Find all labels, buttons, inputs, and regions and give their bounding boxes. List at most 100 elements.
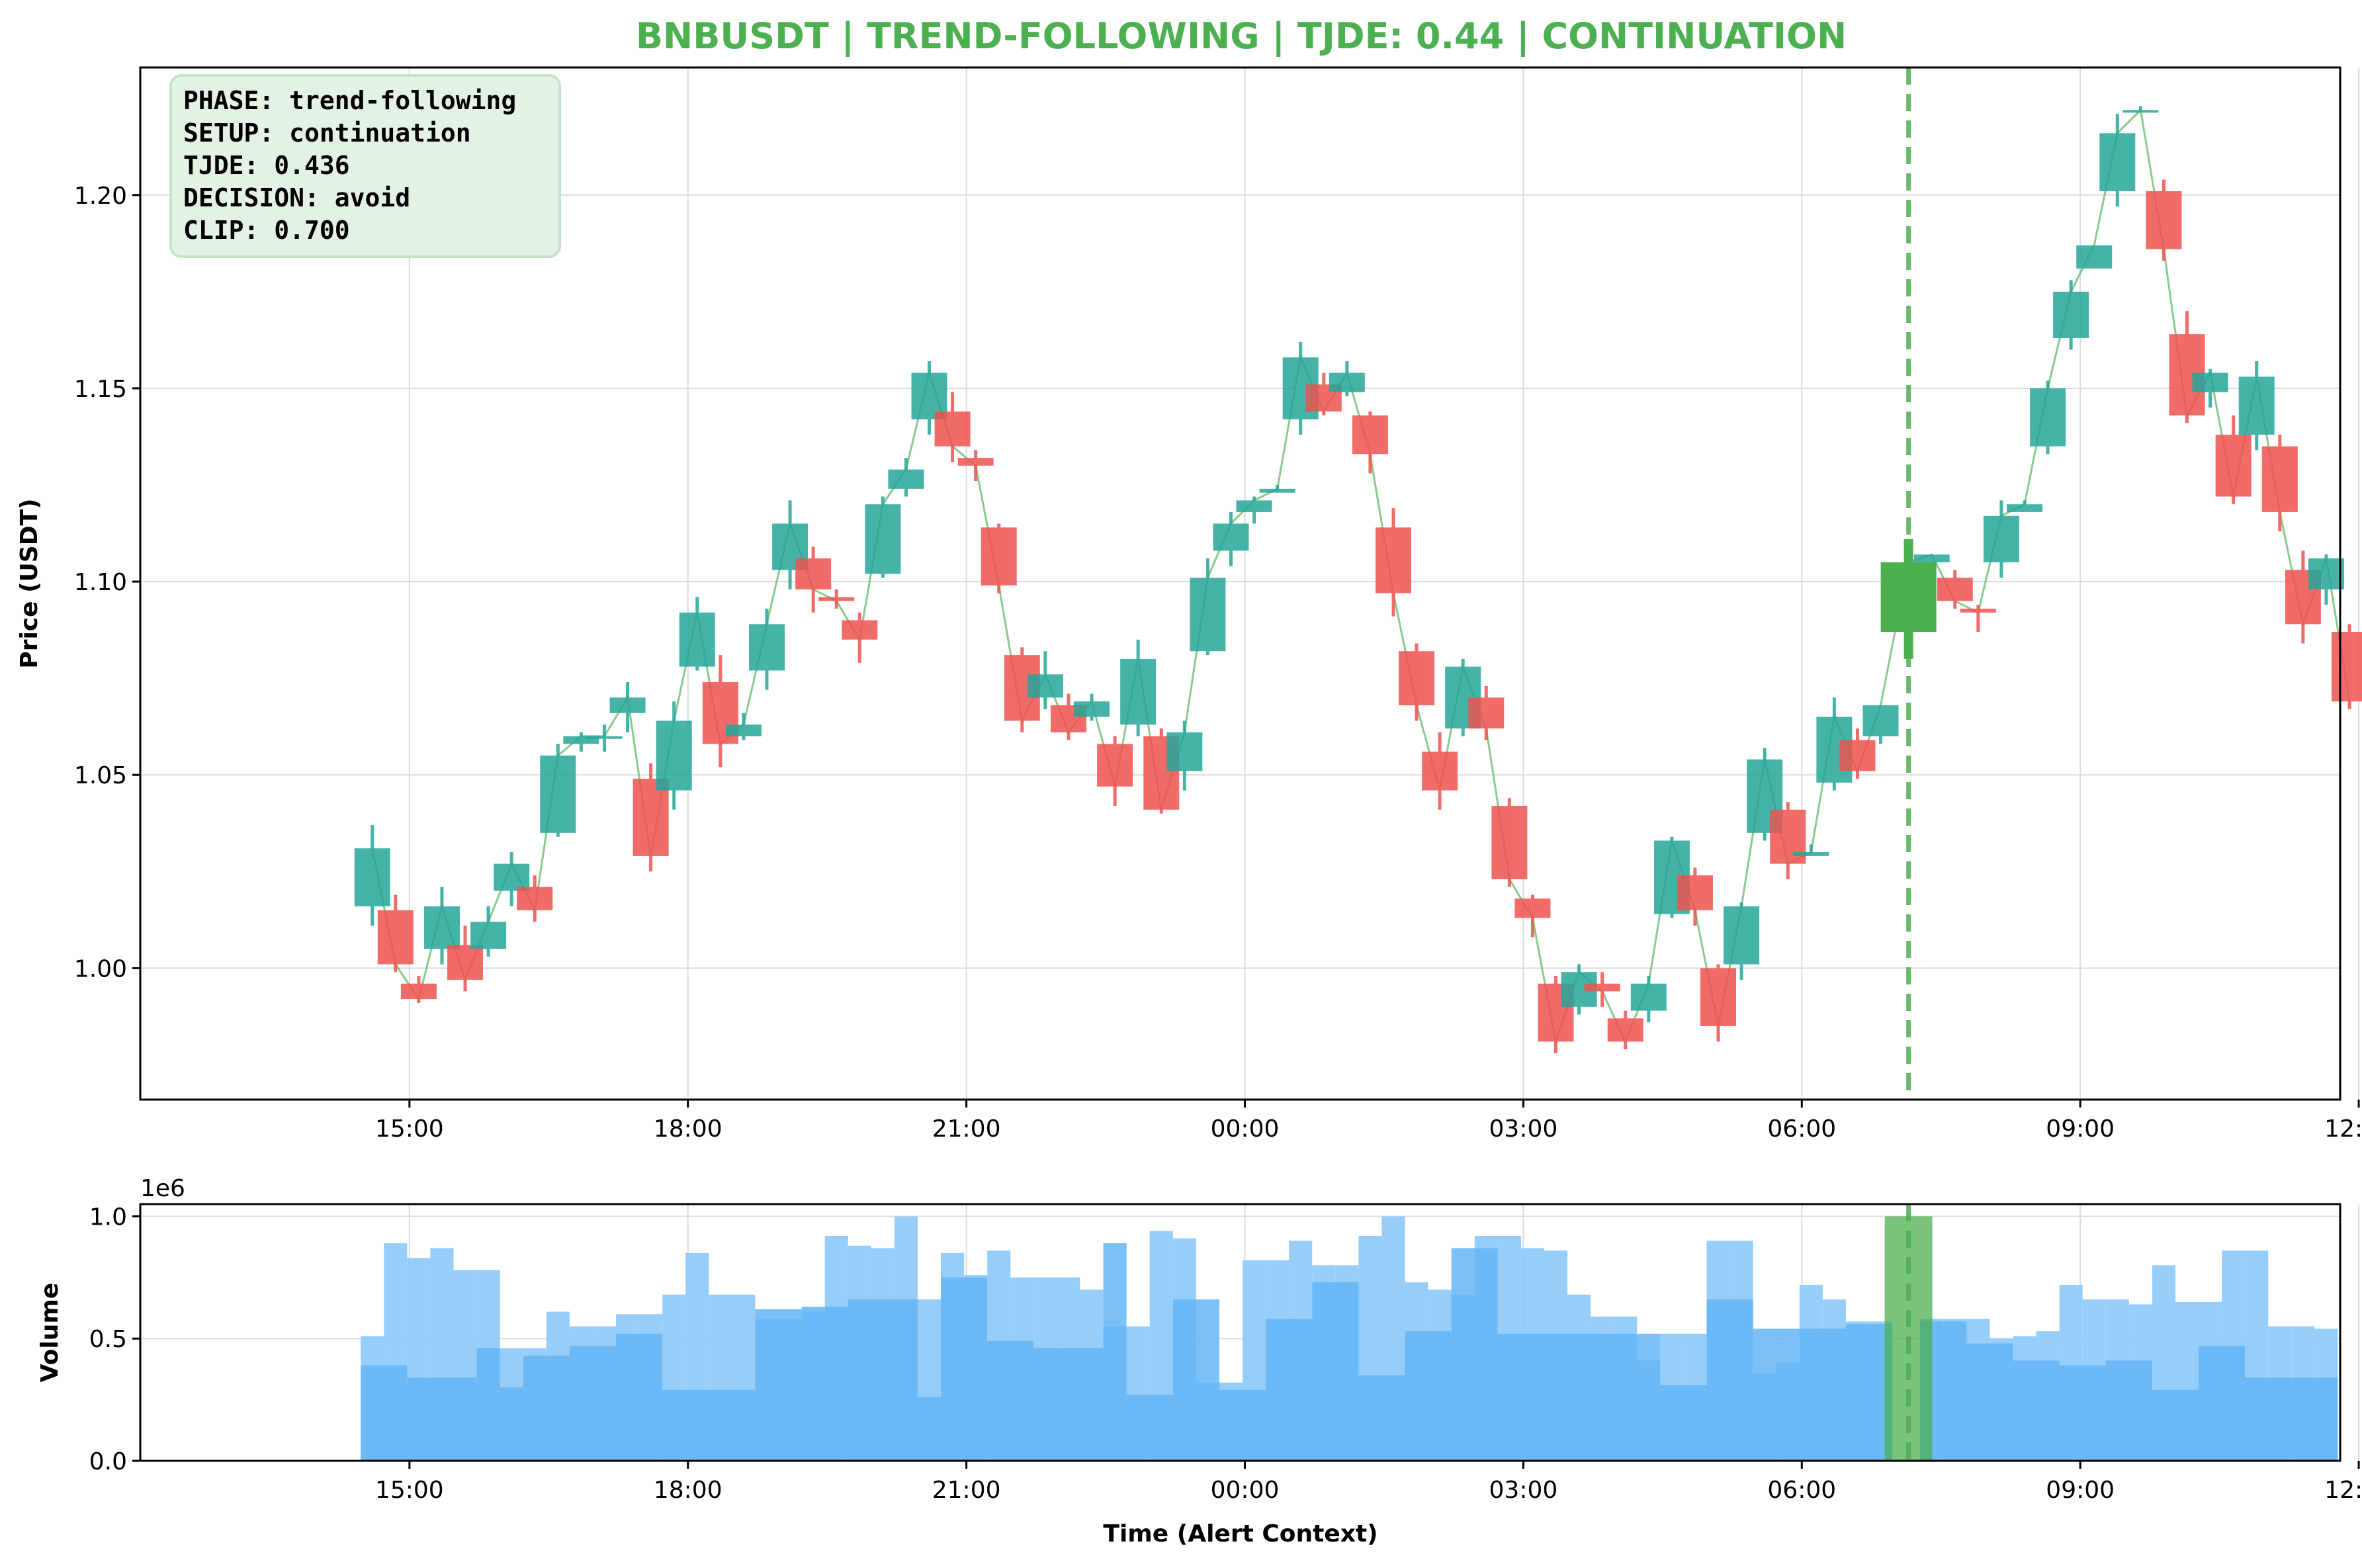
volume-bar <box>500 1387 523 1461</box>
volume-bar <box>1266 1319 1290 1461</box>
volume-bar <box>2245 1377 2269 1461</box>
price-y-ticks: 1.00 1.05 1.10 1.15 1.20 <box>74 183 140 982</box>
candle-down <box>1422 732 1458 810</box>
volume-bar <box>801 1307 825 1461</box>
volume-bar <box>1381 1375 1405 1461</box>
price-y-tick-label: 1.00 <box>74 955 127 982</box>
volume-x-tick-label: 21:00 <box>932 1477 1001 1504</box>
candle-body <box>1097 744 1133 787</box>
candle-up <box>1724 902 1760 980</box>
volume-bar <box>2268 1377 2292 1461</box>
candle-body <box>2332 632 2362 702</box>
candle-up <box>1027 651 1063 709</box>
candle-down <box>1584 972 1620 1007</box>
candle-body <box>1027 674 1063 698</box>
candle-up <box>2308 554 2344 605</box>
alert-marker <box>1880 67 1937 1100</box>
candle-down <box>957 450 994 482</box>
volume-bar <box>1520 1333 1544 1461</box>
price-panel: 1.00 1.05 1.10 1.15 1.20 15:00 18:00 21:00 00:0… <box>16 66 2362 1143</box>
candle-body <box>494 863 530 891</box>
volume-bar <box>1080 1348 1104 1461</box>
candle-down <box>842 612 878 663</box>
volume-bar <box>1753 1328 1776 1461</box>
volume-bar <box>1451 1248 1475 1461</box>
candle-up <box>888 458 924 497</box>
candle-down <box>1937 570 1973 609</box>
volume-bar <box>453 1377 477 1461</box>
info-setup: SETUP: continuation <box>183 118 471 148</box>
candle-body <box>1236 500 1272 512</box>
volume-bar <box>662 1389 686 1461</box>
candle-down <box>1375 508 1411 617</box>
candle-body <box>400 983 437 1000</box>
candle-body <box>748 624 785 671</box>
candle-body <box>1422 752 1458 791</box>
candle-up <box>494 852 530 906</box>
volume-bar <box>685 1389 709 1461</box>
volume-bar <box>1729 1299 1753 1461</box>
candle-body <box>563 736 599 744</box>
info-box: PHASE: trend-following SETUP: continuati… <box>169 74 561 258</box>
volume-bar <box>1660 1385 1684 1461</box>
volume-bars-front <box>361 1243 2338 1461</box>
volume-bar <box>1637 1333 1661 1461</box>
volume-bar <box>755 1309 779 1461</box>
candle-up <box>1329 361 1365 396</box>
price-grid <box>140 67 2360 1100</box>
volume-bar <box>1591 1333 1614 1461</box>
volume-x-tick-label: 00:00 <box>1211 1477 1280 1504</box>
volume-bar <box>569 1346 593 1461</box>
candle-up <box>470 906 507 957</box>
candle-up <box>1074 693 1110 721</box>
volume-bar <box>1126 1395 1150 1461</box>
candle-body <box>540 756 576 833</box>
candle-body <box>2030 388 2066 447</box>
candle-down <box>1607 1010 1643 1050</box>
volume-y-tick-label: 1.0 <box>89 1203 127 1231</box>
candle-body <box>1213 523 1249 551</box>
candle-up <box>1213 511 1249 566</box>
candle-down <box>1305 372 1342 415</box>
volume-bar <box>1845 1324 1870 1461</box>
candle-body <box>2215 435 2252 497</box>
candle-up <box>2076 245 2113 269</box>
volume-bar <box>1683 1385 1707 1461</box>
candle-up <box>725 713 762 740</box>
volume-bar <box>1799 1328 1823 1461</box>
candle-up <box>2006 500 2042 512</box>
candle-down <box>447 926 484 992</box>
candle-body <box>1468 697 1505 729</box>
candle-body <box>818 597 855 601</box>
candle-down <box>981 523 1017 593</box>
candle-body <box>2308 558 2344 589</box>
price-x-tick-label: 18:00 <box>654 1115 722 1143</box>
volume-bar <box>2199 1346 2222 1461</box>
candle-body <box>1700 968 1737 1026</box>
candle-body <box>1724 906 1760 965</box>
candle-down <box>1004 647 1040 732</box>
volume-x-tick-label: 15:00 <box>375 1477 444 1504</box>
volume-bar <box>2036 1360 2060 1461</box>
candle-up <box>865 496 901 578</box>
chart-title: BNBUSDT | TREND-FOLLOWING | TJDE: 0.44 |… <box>636 15 1847 57</box>
volume-bar <box>732 1389 756 1461</box>
volume-bar <box>1822 1328 1846 1461</box>
volume-bar <box>639 1333 663 1461</box>
candle-up <box>1259 485 1295 493</box>
volume-bar <box>546 1356 570 1461</box>
volume-bar <box>2128 1360 2152 1461</box>
candle-body <box>795 558 832 589</box>
info-clip: CLIP: 0.700 <box>183 216 350 245</box>
volume-bar <box>1219 1389 1243 1461</box>
volume-x-tick-label: 06:00 <box>1767 1477 1836 1504</box>
candle-down <box>1491 798 1528 887</box>
price-y-tick-label: 1.20 <box>74 183 127 210</box>
candle-body <box>2053 291 2089 338</box>
candle-up <box>1236 496 1272 524</box>
price-x-tick-label: 06:00 <box>1767 1115 1836 1143</box>
candle-body <box>2192 372 2228 392</box>
volume-bar <box>407 1377 431 1461</box>
candle-body <box>888 469 924 489</box>
